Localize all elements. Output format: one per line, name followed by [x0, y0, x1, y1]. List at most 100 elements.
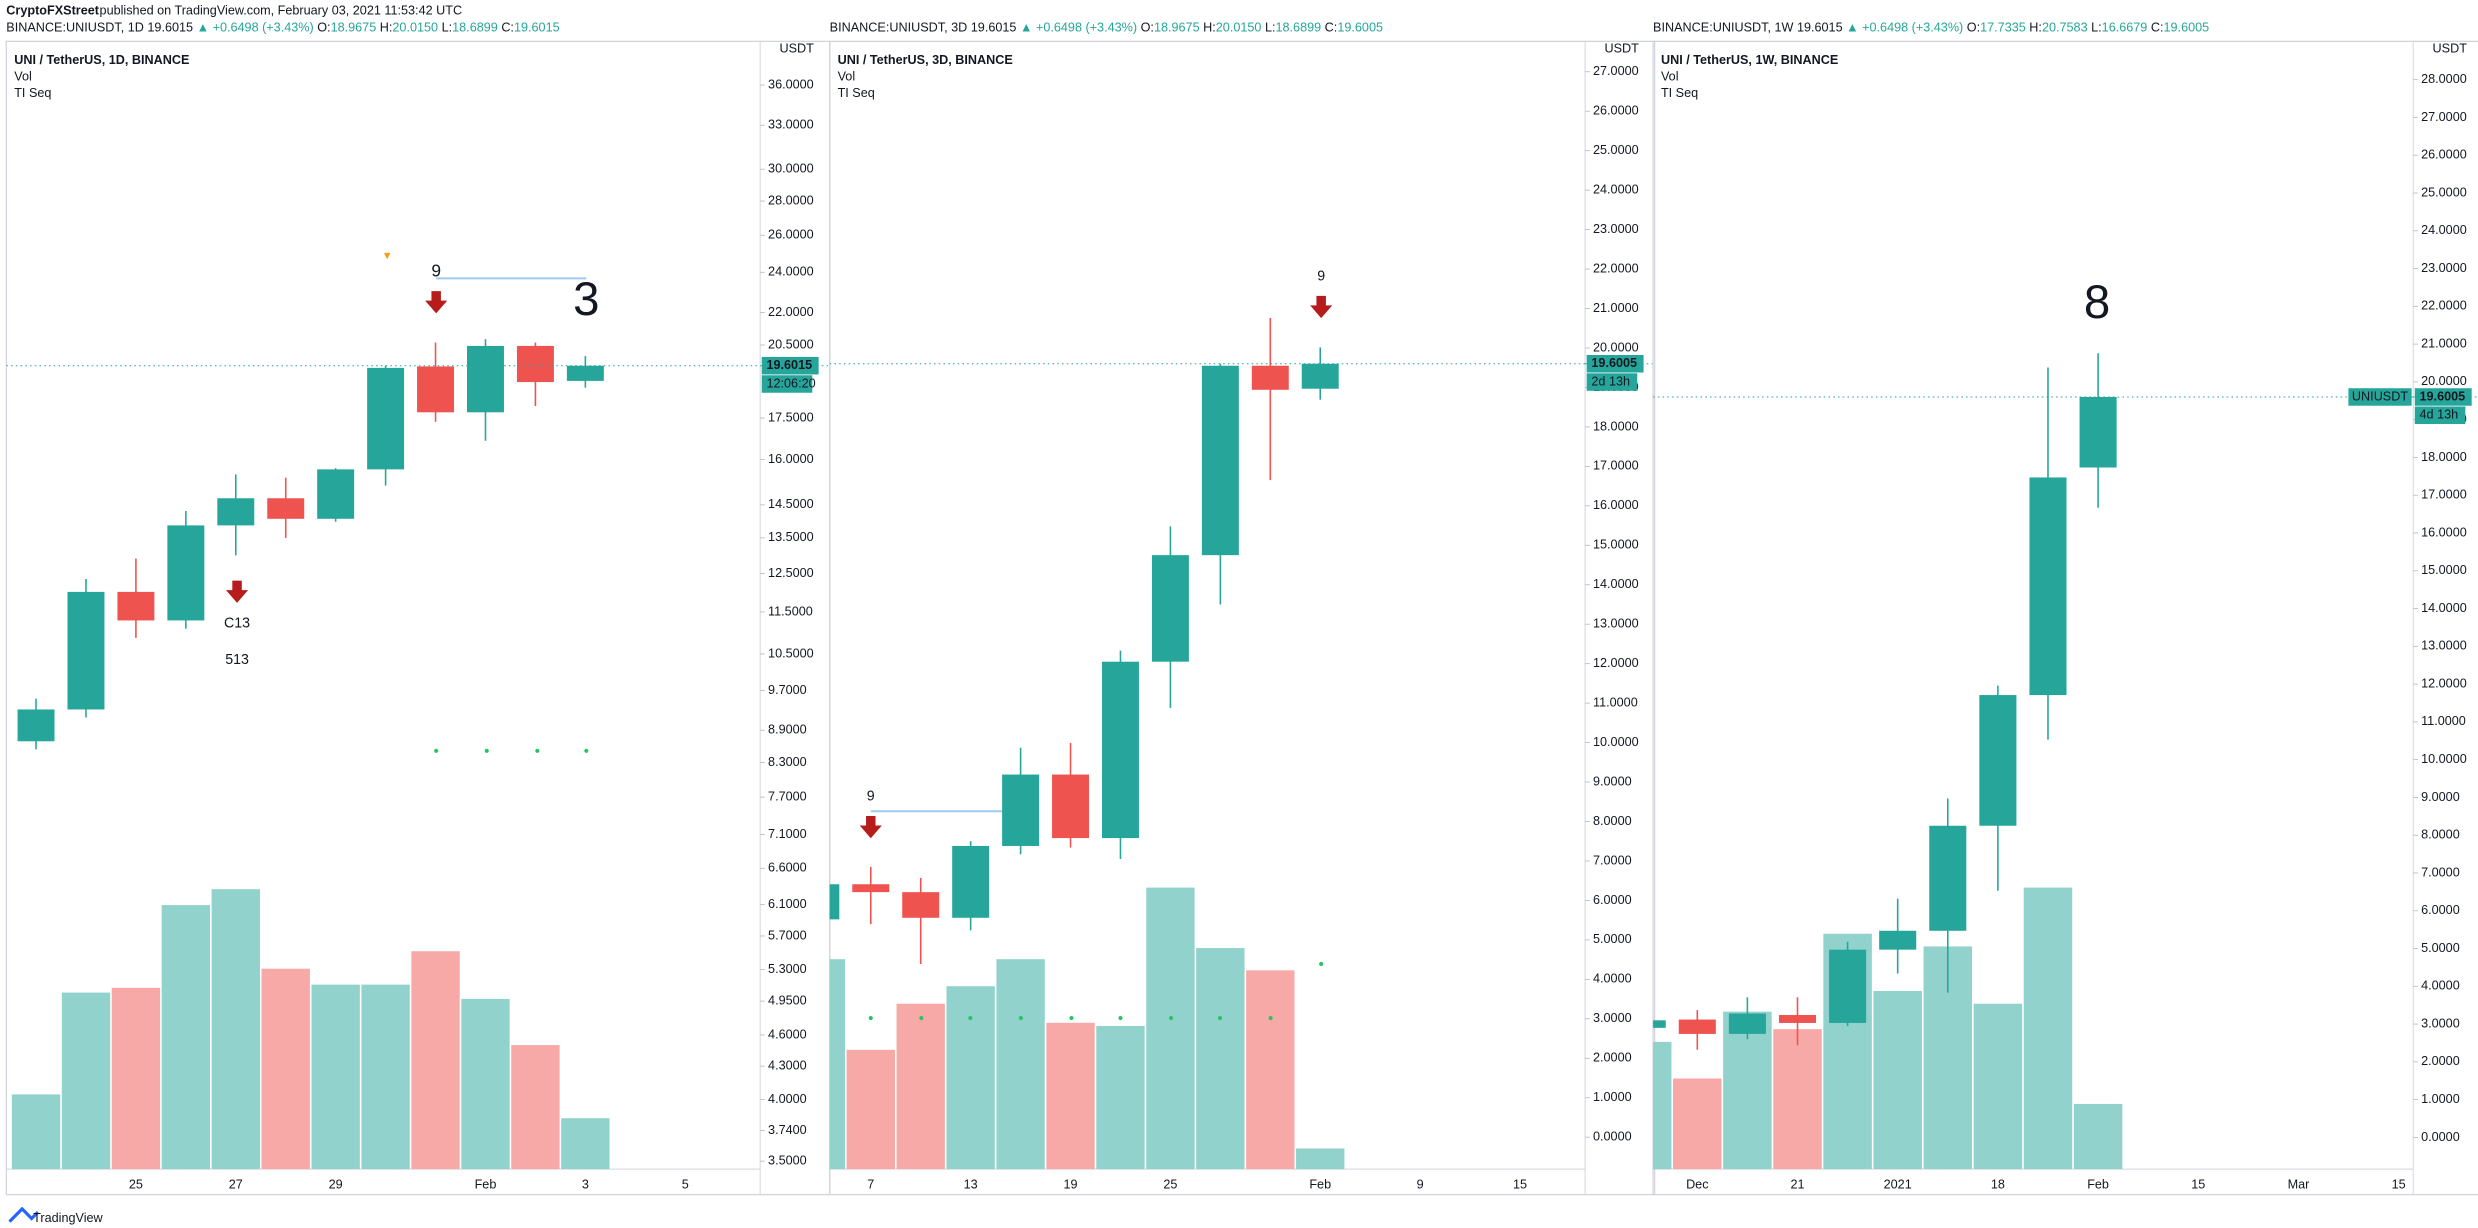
volume-bar [111, 987, 161, 1170]
y-tick-label: 22.0000 [1593, 261, 1639, 275]
symbol-header: BINANCE:UNIUSDT, 3D 19.6015 ▲ +0.6498 (+… [830, 21, 1383, 35]
x-tick-label: 15 [2191, 1177, 2205, 1191]
y-tick-label: 16.0000 [2421, 525, 2467, 539]
volume-bar [829, 959, 846, 1170]
candle-body [1678, 1019, 1716, 1034]
y-tick-label: 5.0000 [2421, 941, 2460, 955]
symbol: BINANCE:UNIUSDT, 3D [830, 21, 968, 35]
pane-border [829, 40, 1656, 1196]
candle-body [417, 366, 455, 413]
countdown-bg [2414, 406, 2466, 425]
ohlc-label: L: [2091, 21, 2102, 35]
unit-label: USDT [1604, 42, 1639, 56]
seq-dot [1118, 1015, 1123, 1021]
y-tick-label: 22.0000 [2421, 299, 2467, 313]
candle-body [17, 709, 55, 742]
y-tick-label: 20.0000 [2421, 374, 2467, 388]
candle-body [2079, 396, 2117, 468]
logo-icon [8, 1206, 40, 1223]
x-tick-label: 25 [129, 1177, 143, 1191]
price-tag-bg [761, 356, 819, 375]
y-tick-label: 20.0000 [1593, 340, 1639, 354]
y-tick-label: 7.0000 [1593, 853, 1632, 867]
volume-bar [2023, 887, 2073, 1170]
y-tick-label: 4.6000 [768, 1027, 807, 1041]
countdown-bg [761, 375, 813, 393]
candle-body [1929, 825, 1967, 931]
seq-dot [484, 748, 489, 753]
last-price: 19.6015 [147, 21, 193, 35]
candle-body [1301, 363, 1339, 389]
ohlc-label: L: [442, 21, 453, 35]
volume-bar [511, 1045, 560, 1170]
annotation: 9 [431, 261, 441, 281]
y-tick-label: 8.3000 [768, 755, 807, 769]
plot-area: 99 [829, 269, 1586, 1170]
price-tag-bg [1586, 355, 1644, 373]
y-tick-label: 17.5000 [768, 410, 814, 424]
y-tick-label: 16.0000 [768, 452, 814, 466]
annotation: 8 [2084, 276, 2110, 329]
x-tick-label: 15 [2392, 1177, 2406, 1191]
price-tag: 19.6005 [2420, 389, 2466, 403]
candle-body [852, 884, 890, 893]
ohlc-label: O: [1967, 21, 1980, 35]
last-price: 19.6015 [971, 21, 1017, 35]
legend-item: TI Seq [14, 86, 51, 100]
x-tick-label: Dec [1686, 1177, 1708, 1191]
y-tick-label: 12.5000 [768, 566, 814, 580]
volume-bar [1973, 1003, 2023, 1170]
y-tick-label: 3.5000 [768, 1153, 807, 1167]
candle-body [1151, 555, 1189, 662]
y-tick-label: 25.0000 [2421, 185, 2467, 199]
y-tick-label: 6.0000 [2421, 903, 2460, 917]
countdown: 2d 13h [1591, 374, 1630, 388]
seq-dot [584, 748, 589, 753]
candle-body [367, 367, 405, 470]
seq-dot [1319, 961, 1324, 967]
ohlc-label: H: [380, 21, 393, 35]
y-tick-label: 13.0000 [1593, 617, 1639, 631]
y-tick-label: 4.9500 [768, 993, 807, 1007]
symbol-tag: UNIUSDT [2352, 389, 2408, 403]
x-tick-label: 2021 [1884, 1177, 1912, 1191]
y-tick-label: 0.0000 [2421, 1130, 2460, 1144]
y-tick-label: 6.0000 [1593, 893, 1632, 907]
candle-body [167, 525, 205, 621]
y-tick-label: 8.0000 [1593, 814, 1632, 828]
countdown-bg [1586, 373, 1638, 391]
y-tick-label: 14.0000 [1593, 577, 1639, 591]
ohlc-label: H: [2029, 21, 2042, 35]
annotation: 513 [225, 652, 249, 668]
y-tick-label: 24.0000 [1593, 182, 1639, 196]
published: published on TradingView.com, February 0… [100, 3, 463, 17]
y-tick-label: 9.0000 [1593, 774, 1632, 788]
y-tick-label: 18.0000 [2421, 450, 2467, 464]
unit-label: USDT [2433, 42, 2468, 56]
volume-bar [1773, 1029, 1822, 1170]
y-tick-label: 26.0000 [2421, 148, 2467, 162]
legend-item: TI Seq [838, 86, 875, 100]
price-tag-bg [2414, 388, 2472, 406]
candle-body [1052, 774, 1090, 839]
sell-arrow [859, 816, 882, 839]
y-tick-label: 9.7000 [768, 683, 807, 697]
y-tick-label: 6.1000 [768, 897, 807, 911]
ohlc-label: C: [2151, 21, 2164, 35]
candle-body [902, 892, 940, 918]
candle-body [1002, 774, 1040, 846]
volume-bar [261, 968, 310, 1170]
y-tick-label: 2.0000 [1593, 1051, 1632, 1065]
legend-item: Vol [838, 69, 856, 83]
ohlc-value: 20.0150 [392, 21, 438, 35]
x-tick-label: 7 [867, 1177, 874, 1191]
y-tick-label: 12.0000 [1593, 656, 1639, 670]
ohlc-label: C: [1325, 21, 1338, 35]
seq-dot [1217, 1015, 1223, 1021]
ohlc-value: 17.7335 [1980, 21, 2026, 35]
last-price: 19.6015 [1797, 21, 1843, 35]
y-tick-label: 9.0000 [2421, 790, 2460, 804]
y-tick-label: 7.7000 [768, 789, 807, 803]
candle-body [317, 469, 355, 519]
y-tick-label: 27.0000 [2421, 110, 2467, 124]
